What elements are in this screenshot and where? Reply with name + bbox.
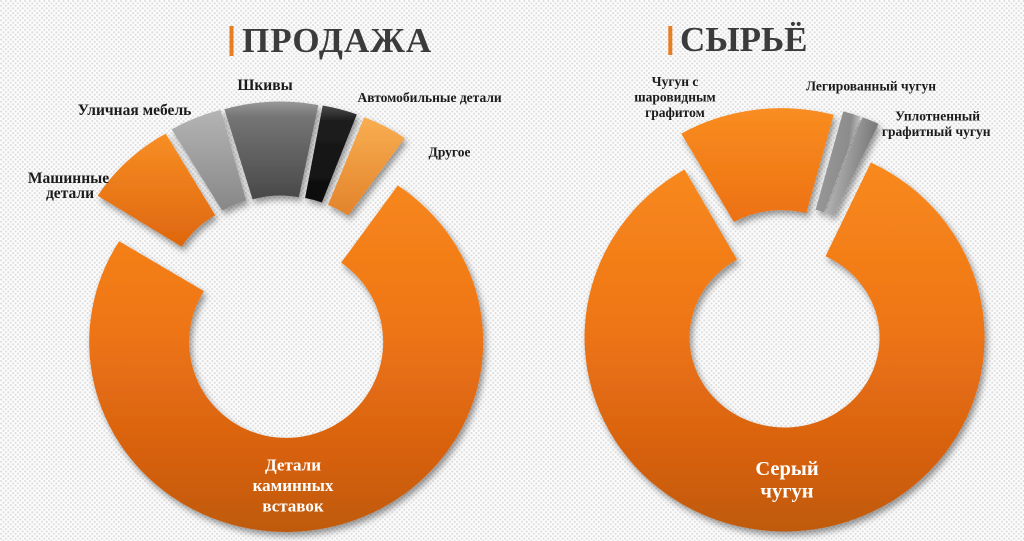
svg-text:Уличная мебель: Уличная мебель — [78, 102, 192, 119]
svg-text:Чугун с: Чугун с — [652, 74, 699, 89]
svg-text:Автомобильные детали: Автомобильные детали — [358, 90, 502, 105]
svg-text:Серый: Серый — [755, 458, 819, 480]
svg-text:Детали: Детали — [265, 456, 321, 475]
svg-text:СЫРЬЁ: СЫРЬЁ — [680, 20, 808, 59]
svg-text:чугун: чугун — [760, 480, 813, 502]
svg-text:каминных: каминных — [253, 476, 334, 495]
svg-text:детали: детали — [46, 185, 94, 202]
svg-text:шаровидным: шаровидным — [634, 90, 715, 105]
svg-text:Машинные: Машинные — [28, 170, 109, 187]
svg-text:вставок: вставок — [262, 496, 324, 515]
svg-text:Другое: Другое — [429, 145, 471, 160]
svg-text:графитный чугун: графитный чугун — [882, 124, 991, 139]
svg-text:Уплотненный: Уплотненный — [895, 109, 980, 124]
svg-text:графитом: графитом — [645, 105, 705, 120]
svg-text:Шкивы: Шкивы — [237, 77, 292, 94]
svg-text:ПРОДАЖА: ПРОДАЖА — [242, 21, 432, 60]
svg-text:Легированный чугун: Легированный чугун — [806, 79, 936, 94]
